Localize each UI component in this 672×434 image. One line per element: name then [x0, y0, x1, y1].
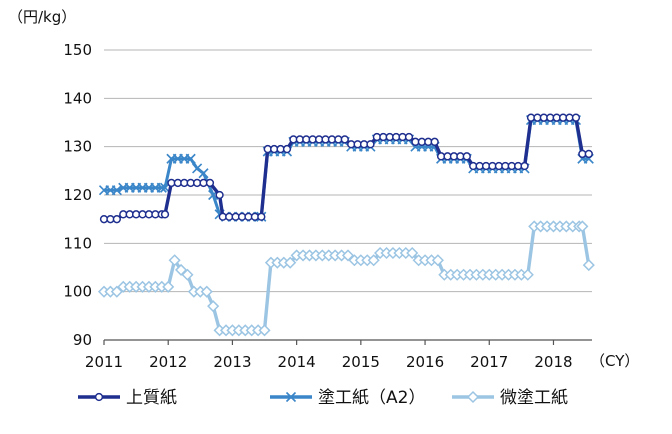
data-point	[520, 161, 529, 171]
data-point	[168, 254, 181, 267]
legend-label: 塗工紙（A2）	[318, 387, 425, 408]
gridlines	[104, 49, 592, 293]
data-point	[257, 212, 266, 221]
x-unit-label: （CY）	[590, 352, 639, 370]
series-layer	[97, 113, 595, 337]
legend-marker	[94, 392, 104, 402]
data-point	[215, 190, 224, 200]
legend-label: 上質紙	[126, 388, 177, 408]
data-point	[111, 185, 122, 196]
x-tick-label: 2018	[534, 353, 572, 371]
data-point	[584, 149, 593, 159]
data-point	[431, 254, 444, 267]
data-point	[282, 144, 292, 154]
x-tick-label: 2014	[278, 353, 316, 371]
data-point	[181, 268, 194, 281]
y-tick-label: 140	[63, 89, 92, 107]
data-point	[156, 182, 167, 193]
data-point	[340, 135, 349, 144]
data-point	[367, 254, 380, 267]
data-point	[404, 132, 414, 142]
legend-marker	[466, 390, 480, 404]
data-point	[258, 324, 271, 337]
data-point	[198, 168, 209, 179]
data-point	[406, 246, 419, 260]
legend: 上質紙 塗工紙（A2） 微塗工紙	[78, 387, 568, 408]
y-tick-label: 130	[63, 138, 92, 156]
series-3	[97, 220, 595, 337]
data-point	[430, 137, 439, 146]
data-point	[192, 163, 203, 174]
data-point	[582, 259, 595, 272]
data-point	[174, 263, 188, 276]
y-tick-label: 150	[63, 41, 92, 59]
x-tick-label: 2011	[85, 353, 123, 371]
series-1	[99, 113, 593, 224]
x-tick-label: 2016	[406, 353, 444, 371]
data-point	[200, 285, 213, 298]
data-point	[284, 256, 297, 269]
data-point	[207, 300, 220, 313]
legend-item-1: 上質紙	[78, 388, 177, 408]
y-tick-label: 90	[73, 331, 92, 349]
legend-label: 微塗工紙	[500, 387, 568, 408]
legend-marker	[285, 391, 297, 403]
data-point	[576, 220, 589, 233]
x-tick-label: 2013	[213, 353, 251, 371]
data-point	[366, 140, 375, 149]
y-tick-label: 110	[63, 234, 92, 252]
data-point	[112, 215, 121, 224]
data-point	[341, 249, 355, 262]
x-tick-label: 2012	[149, 353, 187, 371]
data-point	[110, 285, 123, 298]
data-point	[462, 152, 471, 161]
y-unit-label: （円/kg）	[8, 8, 76, 26]
y-tick-label: 120	[63, 186, 92, 204]
data-point	[162, 280, 175, 293]
x-tick-label: 2017	[470, 353, 508, 371]
y-tick-label: 100	[63, 283, 92, 301]
legend-item-3: 微塗工紙	[452, 387, 568, 408]
data-point	[185, 153, 196, 164]
data-point	[160, 210, 170, 219]
data-point	[521, 268, 534, 281]
data-point	[205, 178, 215, 188]
data-point	[571, 113, 581, 122]
y-axis: 90 100 110 120 130 140 150	[63, 41, 92, 349]
x-tick-label: 2015	[342, 353, 380, 371]
legend-item-2: 塗工紙（A2）	[270, 387, 425, 408]
x-axis: 2011 2012 2013 2014 2015 2016 2017 2018	[85, 339, 592, 371]
